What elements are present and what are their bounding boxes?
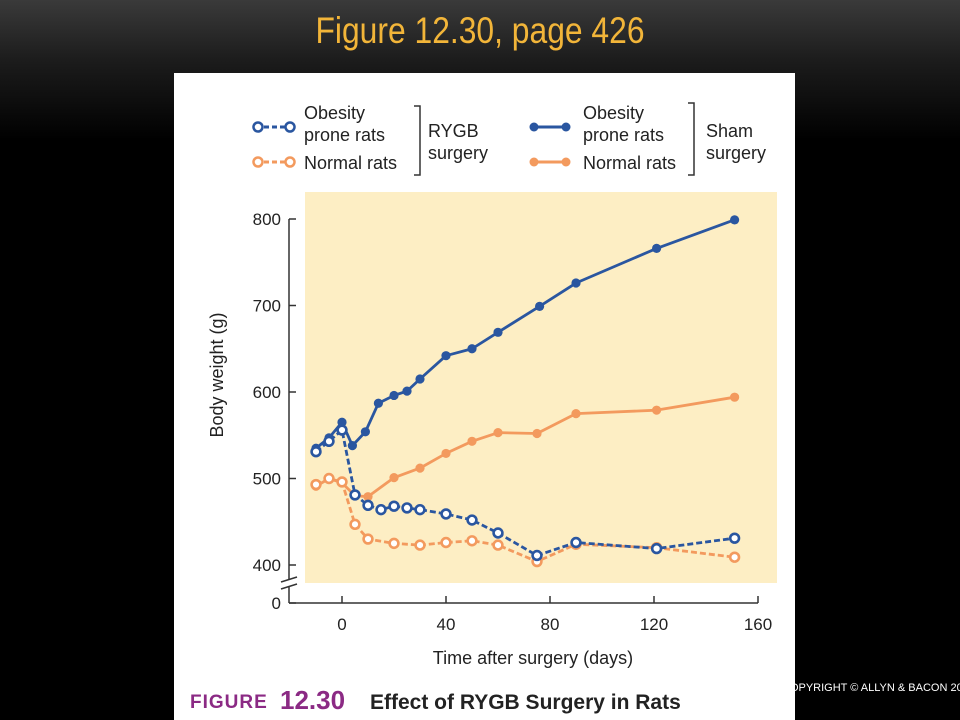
figure-caption: FIGURE 12.30 Effect of RYGB Surgery in R… (190, 685, 681, 715)
data-point (571, 409, 581, 419)
legend-sham-obesity-label: Obesity prone rats (583, 103, 664, 145)
legend-rygb-obesity-label: Obesity prone rats (304, 103, 385, 145)
data-point (492, 527, 504, 539)
data-point (441, 351, 451, 361)
data-point (388, 537, 400, 550)
x-tick-label: 0 (337, 615, 346, 634)
legend-sham-group-label: Sham surgery (706, 121, 766, 163)
data-point (415, 374, 425, 384)
legend-sham-normal-marker-right (561, 157, 571, 167)
data-point (402, 386, 412, 396)
data-point (337, 417, 347, 427)
y-tick-label: 500 (253, 470, 281, 489)
legend-sham-obesity-marker-left (529, 122, 539, 132)
x-tick-label: 40 (437, 615, 456, 634)
data-point (652, 243, 662, 254)
x-tick-label: 80 (541, 615, 560, 634)
series-obesity-prone-rats-sham-surgery (311, 215, 740, 453)
data-point (652, 405, 662, 415)
y-tick-label-zero: 0 (272, 594, 281, 613)
axis-break-mark (280, 583, 298, 590)
legend-rygb-normal-marker-left (252, 156, 264, 168)
data-point (336, 476, 348, 488)
data-point (466, 514, 478, 526)
data-point (570, 536, 582, 549)
axes: 400 500 600 700 800 0 0 40 80 120 160 (253, 210, 773, 634)
series-obesity-prone-rats-rygb-surgery (310, 424, 741, 562)
plot-background (305, 192, 777, 583)
data-point (571, 278, 581, 288)
data-point (388, 500, 400, 512)
series-layer (310, 215, 741, 568)
y-tick-label: 800 (253, 210, 281, 229)
data-point (650, 542, 663, 555)
legend-rygb-group-label: RYGB surgery (428, 121, 488, 163)
data-point (730, 215, 740, 225)
y-tick-label: 600 (253, 383, 281, 402)
data-point (363, 492, 373, 502)
data-point (531, 549, 543, 562)
y-tick-label: 700 (253, 297, 281, 316)
caption-text: Effect of RYGB Surgery in Rats (370, 691, 681, 714)
data-point (362, 499, 374, 512)
legend-rygb-obesity-marker-left (252, 121, 264, 133)
legend-sham-obesity-marker-right (561, 122, 571, 132)
series-line (315, 218, 736, 450)
data-point (441, 448, 451, 459)
data-point (389, 473, 399, 483)
x-tick-label: 160 (744, 615, 772, 634)
legend-rygb-normal-label: Normal rats (304, 153, 397, 173)
legend-rygb-obesity-marker-right (284, 121, 296, 133)
x-tick-label: 120 (640, 615, 668, 634)
data-point (389, 390, 399, 401)
data-point (440, 536, 452, 549)
copyright-notice: COPYRIGHT © ALLYN & BACON 2012 (782, 682, 960, 694)
data-point (360, 427, 370, 437)
data-point (349, 518, 361, 531)
caption-number: 12.30 (280, 685, 345, 715)
data-point (466, 535, 478, 547)
legend-sham-bracket (688, 102, 695, 176)
data-point (349, 489, 361, 501)
data-point (493, 428, 503, 438)
data-point (728, 551, 741, 563)
legend: Obesity prone rats Normal rats RYGB surger… (252, 102, 766, 176)
data-point (415, 463, 425, 473)
data-point (336, 424, 348, 436)
data-point (492, 539, 504, 551)
data-point (347, 441, 357, 451)
data-point (323, 435, 335, 448)
series-line (315, 477, 735, 563)
y-tick-label: 400 (253, 556, 281, 575)
axis-break-mark (280, 576, 298, 583)
data-point (730, 392, 740, 402)
y-axis-label: Body weight (g) (207, 312, 227, 437)
series-line (315, 428, 735, 557)
legend-sham-normal-label: Normal rats (583, 153, 676, 173)
data-point (375, 503, 387, 516)
data-point (532, 428, 542, 439)
data-point (467, 436, 477, 446)
legend-sham-normal-marker-left (529, 157, 539, 167)
slide-title: Figure 12.30, page 426 (315, 10, 645, 51)
data-point (467, 344, 477, 354)
x-axis-label: Time after surgery (days) (433, 648, 633, 668)
data-point (310, 445, 322, 458)
legend-rygb-bracket (414, 105, 421, 176)
data-point (493, 327, 503, 337)
data-point (535, 301, 545, 311)
data-point (728, 532, 741, 544)
legend-rygb-normal-marker-right (284, 156, 296, 168)
data-point (414, 539, 426, 551)
data-point (323, 472, 335, 485)
data-point (310, 478, 322, 491)
data-point (440, 508, 452, 520)
data-point (401, 502, 413, 514)
data-point (414, 503, 426, 516)
data-point (373, 398, 383, 408)
data-point (362, 533, 374, 545)
caption-figure-word: FIGURE (190, 692, 268, 713)
